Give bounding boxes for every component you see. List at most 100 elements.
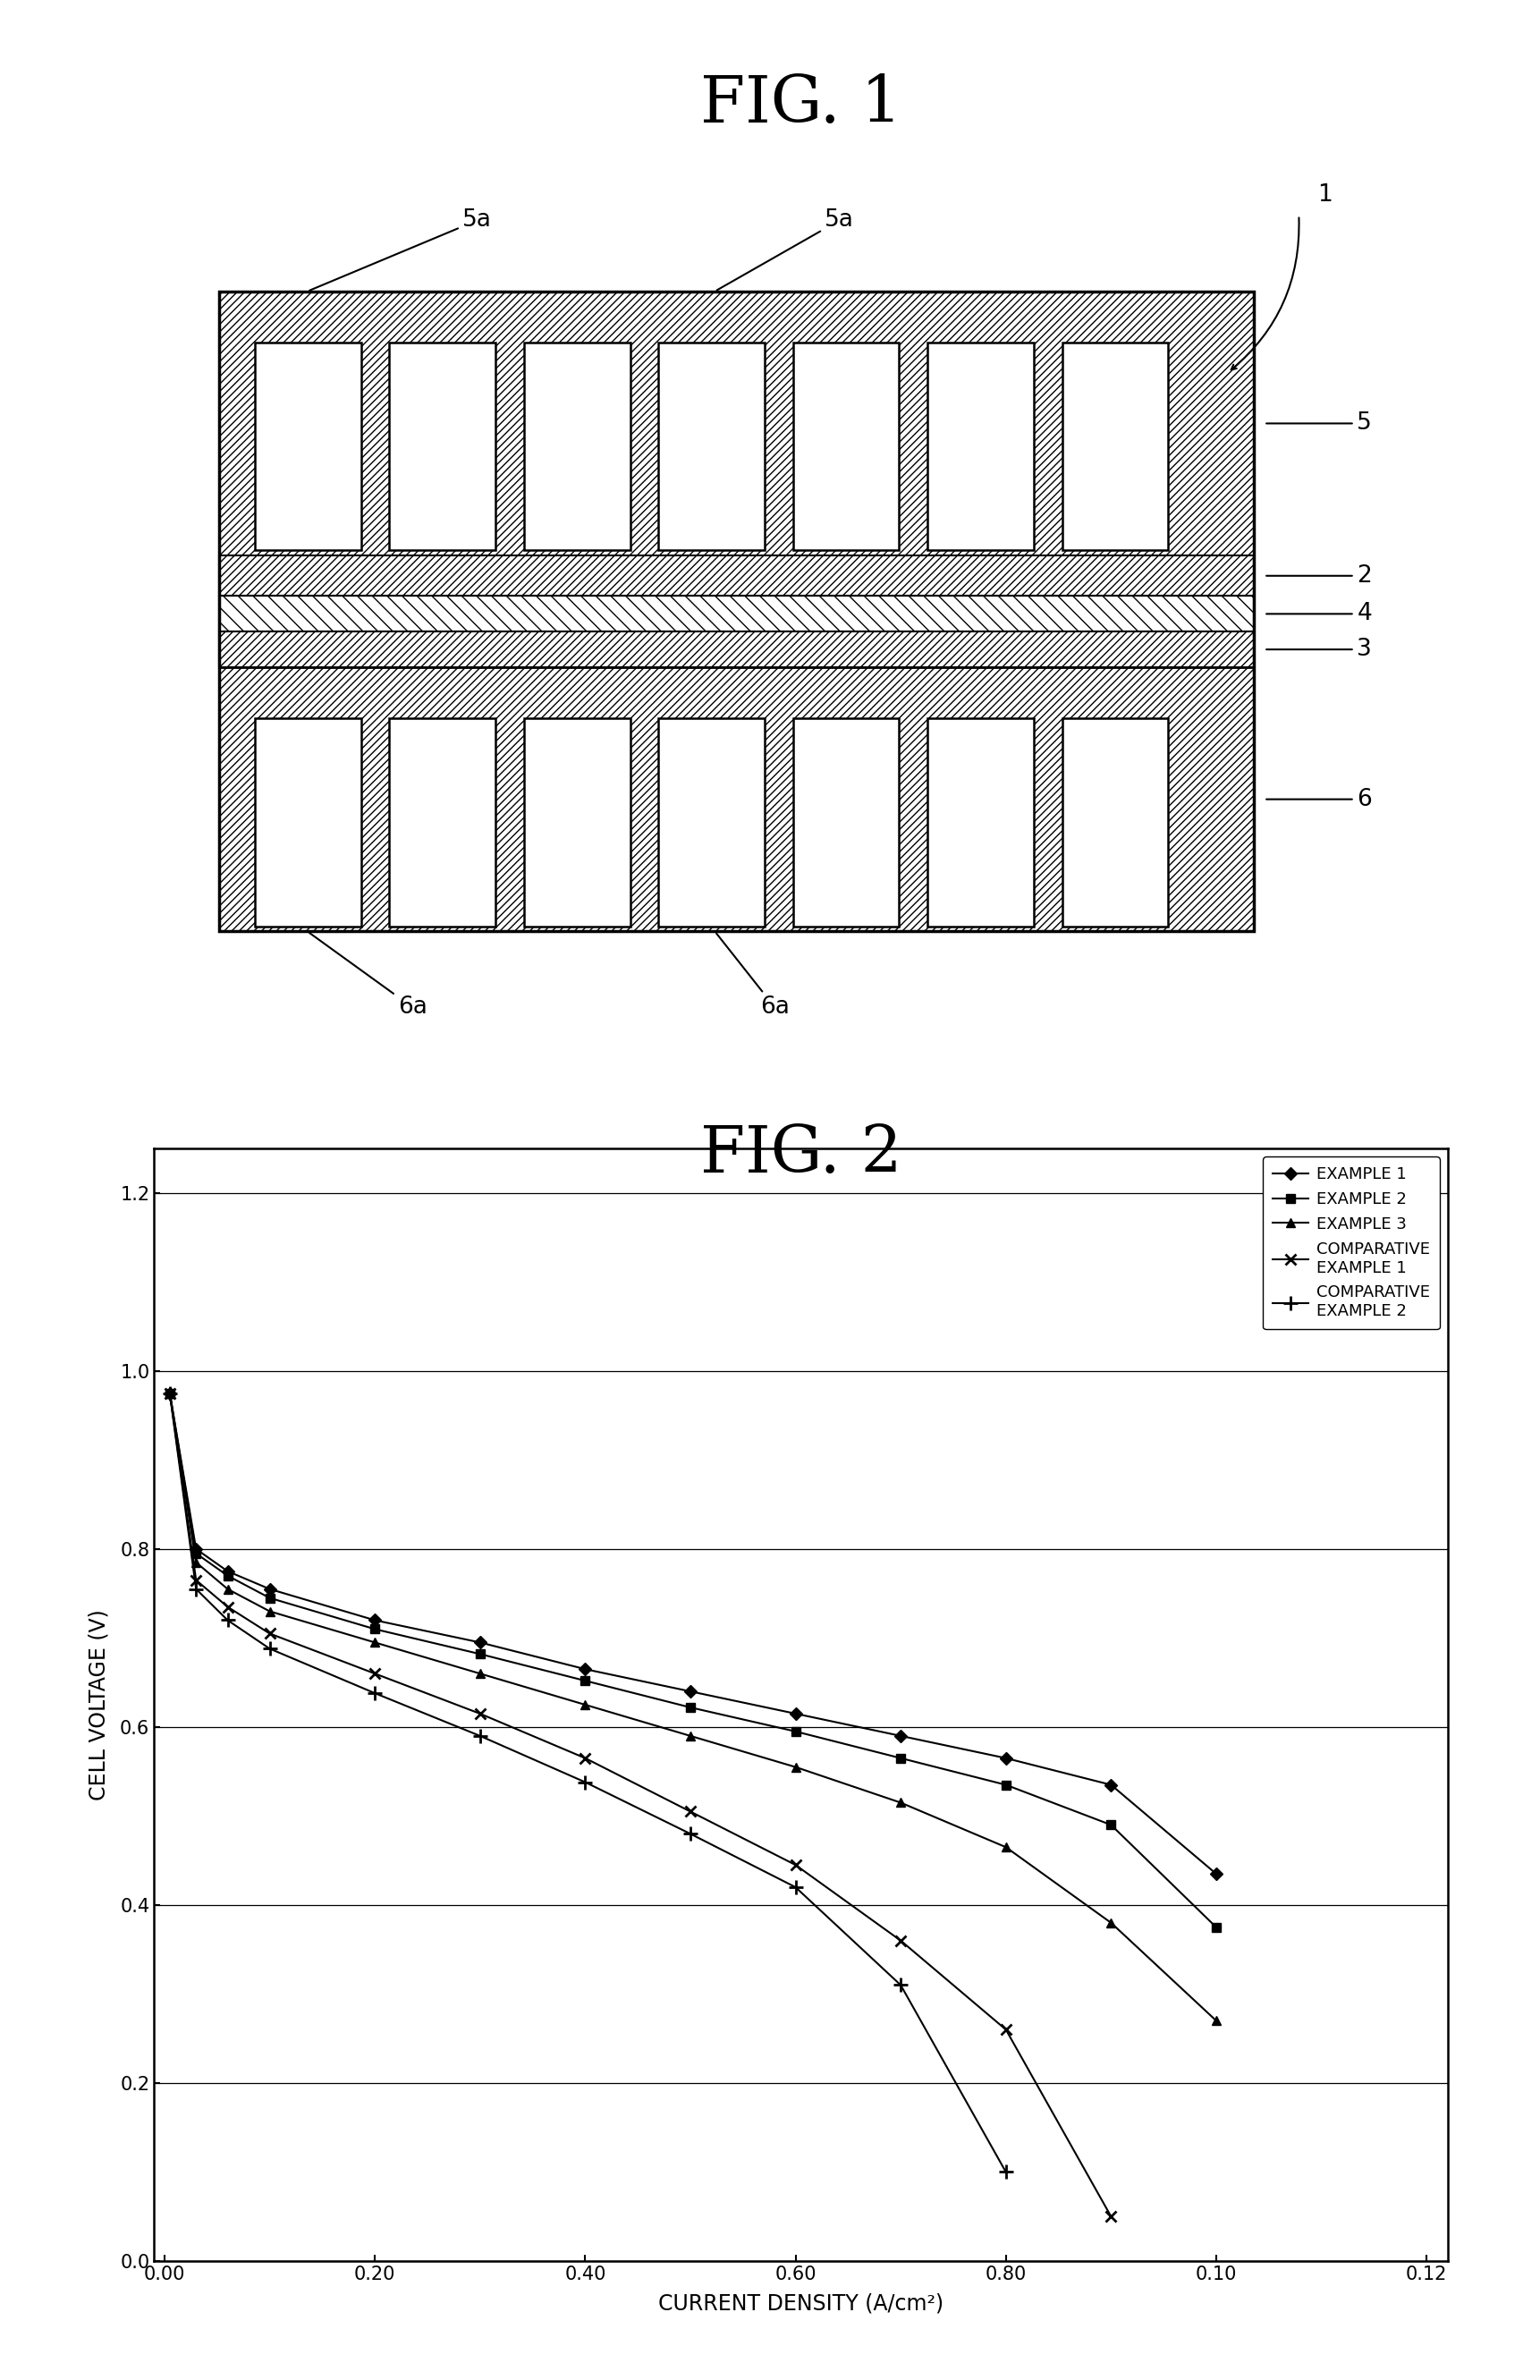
EXAMPLE 1 [1101,1771,1120,1799]
EXAMPLE 2 [1207,1914,1226,1942]
Bar [219,555,1254,595]
Bar [524,719,630,926]
Bar [793,719,899,926]
EXAMPLE 2 [471,1640,490,1668]
EXAMPLE 1 [365,1607,383,1635]
Bar [219,595,1254,631]
EXAMPLE 2 [186,1540,205,1568]
COMPARATIVE
EXAMPLE 2 [681,1821,699,1849]
EXAMPLE 2 [892,1745,910,1773]
EXAMPLE 2 [576,1666,594,1695]
EXAMPLE 1 [787,1699,805,1728]
COMPARATIVE
EXAMPLE 2 [892,1971,910,1999]
EXAMPLE 2 [787,1716,805,1745]
COMPARATIVE
EXAMPLE 1 [892,1925,910,1954]
Bar [524,343,630,550]
EXAMPLE 3 [892,1787,910,1816]
COMPARATIVE
EXAMPLE 2 [365,1678,383,1706]
COMPARATIVE
EXAMPLE 1 [186,1566,205,1595]
Line: EXAMPLE 1: EXAMPLE 1 [165,1390,1221,1878]
EXAMPLE 3 [160,1378,179,1407]
COMPARATIVE
EXAMPLE 1 [365,1659,383,1687]
Text: FIG. 1: FIG. 1 [701,74,901,136]
COMPARATIVE
EXAMPLE 2 [219,1607,237,1635]
Bar [390,343,496,550]
Bar [659,719,764,926]
EXAMPLE 1 [1207,1859,1226,1887]
Bar [1063,719,1169,926]
COMPARATIVE
EXAMPLE 2 [186,1576,205,1604]
COMPARATIVE
EXAMPLE 2 [996,2159,1015,2187]
COMPARATIVE
EXAMPLE 1 [576,1745,594,1773]
EXAMPLE 1 [186,1535,205,1564]
Bar [659,343,764,550]
COMPARATIVE
EXAMPLE 2 [471,1721,490,1749]
Bar [927,343,1033,550]
Line: EXAMPLE 2: EXAMPLE 2 [165,1390,1221,1933]
COMPARATIVE
EXAMPLE 2 [260,1635,279,1664]
COMPARATIVE
EXAMPLE 2 [160,1378,179,1407]
EXAMPLE 1 [892,1721,910,1749]
Bar [927,719,1033,926]
COMPARATIVE
EXAMPLE 1 [471,1699,490,1728]
EXAMPLE 3 [365,1628,383,1656]
Bar [1063,343,1169,550]
COMPARATIVE
EXAMPLE 1 [787,1852,805,1880]
Line: COMPARATIVE
EXAMPLE 2: COMPARATIVE EXAMPLE 2 [163,1388,1013,2178]
EXAMPLE 2 [1101,1811,1120,1840]
X-axis label: CURRENT DENSITY (A/cm²): CURRENT DENSITY (A/cm²) [658,2294,944,2316]
EXAMPLE 2 [260,1583,279,1611]
Text: 6a: 6a [716,933,790,1019]
EXAMPLE 3 [681,1721,699,1749]
Bar [256,719,360,926]
Text: 6a: 6a [310,933,428,1019]
EXAMPLE 2 [160,1378,179,1407]
COMPARATIVE
EXAMPLE 1 [1101,2202,1120,2230]
Bar [219,290,1254,555]
Text: 5a: 5a [310,209,493,290]
COMPARATIVE
EXAMPLE 1 [681,1797,699,1825]
Text: 4: 4 [1266,602,1372,626]
EXAMPLE 3 [576,1690,594,1718]
Bar [219,666,1254,931]
EXAMPLE 3 [1101,1909,1120,1937]
Y-axis label: CELL VOLTAGE (V): CELL VOLTAGE (V) [88,1609,109,1799]
Text: 6: 6 [1266,788,1372,812]
EXAMPLE 1 [471,1628,490,1656]
Text: 5a: 5a [718,209,855,290]
EXAMPLE 1 [219,1557,237,1585]
Bar [390,719,496,926]
Line: COMPARATIVE
EXAMPLE 1: COMPARATIVE EXAMPLE 1 [165,1388,1116,2223]
EXAMPLE 2 [996,1771,1015,1799]
EXAMPLE 1 [160,1378,179,1407]
EXAMPLE 1 [996,1745,1015,1773]
EXAMPLE 1 [681,1678,699,1706]
EXAMPLE 1 [576,1654,594,1683]
EXAMPLE 1 [260,1576,279,1604]
Text: 3: 3 [1266,638,1372,662]
EXAMPLE 3 [471,1659,490,1687]
EXAMPLE 3 [996,1833,1015,1861]
EXAMPLE 3 [186,1547,205,1576]
Text: 5: 5 [1266,412,1372,436]
Text: FIG. 2: FIG. 2 [699,1123,902,1185]
EXAMPLE 3 [260,1597,279,1626]
EXAMPLE 2 [681,1692,699,1721]
EXAMPLE 3 [219,1576,237,1604]
Bar [793,343,899,550]
Bar [219,290,1254,931]
COMPARATIVE
EXAMPLE 2 [787,1873,805,1902]
EXAMPLE 2 [365,1614,383,1642]
Bar [256,343,360,550]
Bar [219,631,1254,666]
EXAMPLE 2 [219,1561,237,1590]
Line: EXAMPLE 3: EXAMPLE 3 [165,1390,1221,2025]
Text: 1: 1 [1317,183,1332,207]
Legend: EXAMPLE 1, EXAMPLE 2, EXAMPLE 3, COMPARATIVE
EXAMPLE 1, COMPARATIVE
EXAMPLE 2: EXAMPLE 1, EXAMPLE 2, EXAMPLE 3, COMPARA… [1263,1157,1440,1328]
COMPARATIVE
EXAMPLE 1 [996,2016,1015,2044]
Text: 2: 2 [1266,564,1372,588]
COMPARATIVE
EXAMPLE 1 [160,1378,179,1407]
COMPARATIVE
EXAMPLE 2 [576,1768,594,1797]
EXAMPLE 3 [787,1752,805,1780]
COMPARATIVE
EXAMPLE 1 [260,1618,279,1647]
